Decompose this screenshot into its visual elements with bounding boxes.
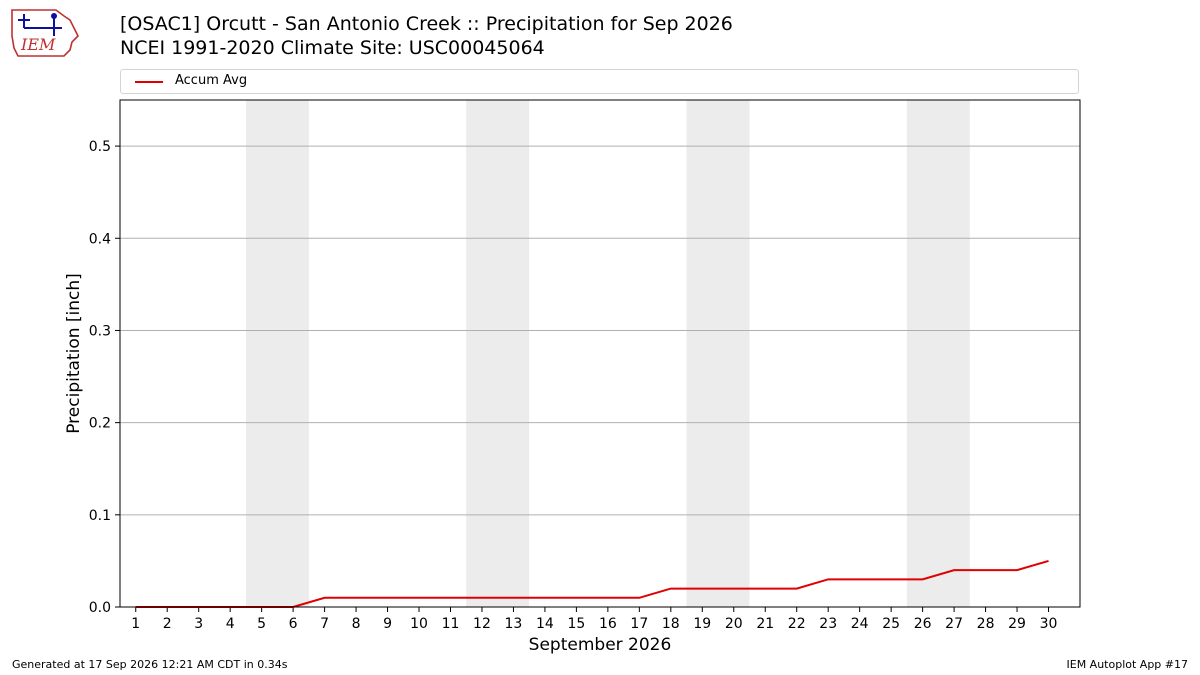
x-tick-label: 8 [352,616,361,632]
svg-text:IEM: IEM [20,35,56,54]
x-tick-label: 4 [226,616,235,632]
x-tick-label: 29 [1008,616,1026,632]
chart-title-line2: NCEI 1991-2020 Climate Site: USC00045064 [120,37,545,59]
x-tick-label: 21 [756,616,774,632]
x-tick-label: 25 [882,616,900,632]
x-tick-label: 22 [788,616,806,632]
y-tick-label: 0.1 [89,508,111,524]
legend-label-accum-avg: Accum Avg [175,73,248,88]
y-tick-label: 0.0 [89,600,111,616]
x-tick-label: 23 [819,616,837,632]
weekend-band-0 [245,100,309,607]
x-tick-label: 2 [163,616,172,632]
x-tick-label: 14 [536,616,554,632]
x-tick-label: 11 [442,616,460,632]
x-tick-label: 19 [693,616,711,632]
weekend-band-2 [686,100,750,607]
y-tick-label: 0.3 [89,323,111,339]
x-tick-label: 10 [410,616,428,632]
x-tick-label: 16 [599,616,617,632]
x-tick-label: 18 [662,616,680,632]
y-axis-label: Precipitation [inch] [64,273,84,434]
autoplot-app-label: IEM Autoplot App #17 [1066,658,1189,671]
x-tick-label: 30 [1040,616,1058,632]
y-tick-label: 0.4 [89,231,111,247]
x-tick-label: 6 [289,616,298,632]
plot-frame [119,99,1081,608]
x-tick-label: 20 [725,616,743,632]
iem-logo-icon: IEM [11,9,79,57]
x-axis-label: September 2026 [529,635,672,655]
y-tick-label: 0.5 [89,139,111,155]
chart-title-line1: [OSAC1] Orcutt - San Antonio Creek :: Pr… [120,13,733,35]
x-tick-label: 27 [945,616,963,632]
x-tick-label: 17 [630,616,648,632]
generated-timestamp: Generated at 17 Sep 2026 12:21 AM CDT in… [12,658,288,671]
weekend-band-3 [906,100,970,607]
legend-swatch-accum-avg [135,81,163,83]
x-tick-label: 12 [473,616,491,632]
weekend-band-1 [466,100,530,607]
x-tick-label: 26 [914,616,932,632]
y-tick-label: 0.2 [89,416,111,432]
x-tick-label: 13 [505,616,523,632]
x-tick-label: 24 [851,616,869,632]
x-tick-label: 28 [977,616,995,632]
x-tick-label: 3 [194,616,203,632]
x-tick-label: 1 [131,616,140,632]
x-tick-label: 9 [383,616,392,632]
x-tick-label: 5 [257,616,266,632]
x-tick-label: 7 [320,616,329,632]
chart-title: [OSAC1] Orcutt - San Antonio Creek :: Pr… [120,12,733,60]
x-tick-label: 15 [567,616,585,632]
chart-legend: Accum Avg [120,69,1079,94]
